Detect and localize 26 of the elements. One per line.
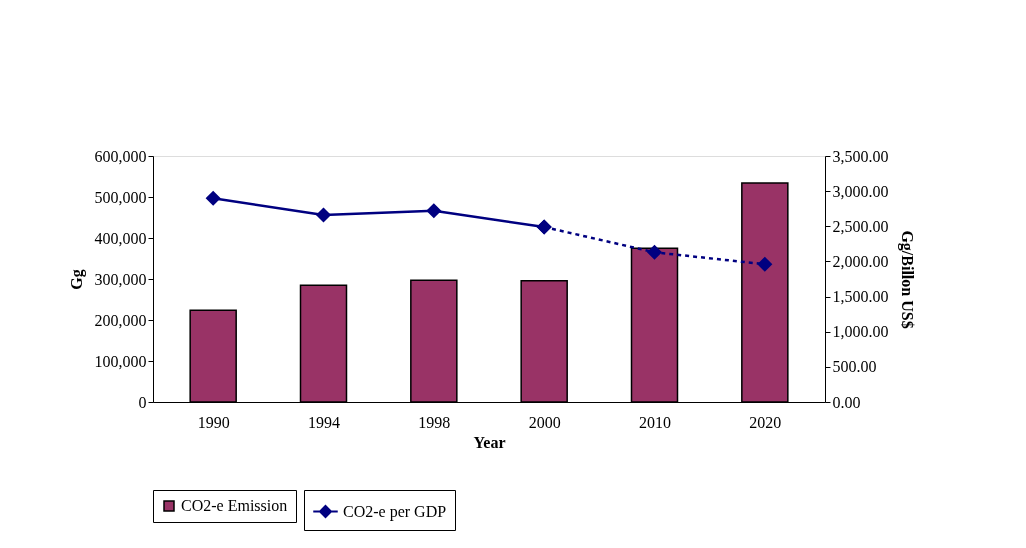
x-tick-label: 2010 xyxy=(639,413,671,431)
x-tick-label: 1998 xyxy=(418,413,451,431)
y2-tick-label: 0.00 xyxy=(832,393,861,411)
legend-label: CO2-e Emission xyxy=(181,497,288,514)
y2-tick-label: 500.00 xyxy=(832,358,877,376)
x-tick-label: 2000 xyxy=(528,413,561,431)
y2-axis-title: Gg/Billon US$ xyxy=(897,230,916,329)
y-tick-label: 200,000 xyxy=(94,311,147,329)
y-tick-label: 0 xyxy=(138,393,147,411)
x-tick-label: 1994 xyxy=(308,413,340,431)
y2-tick-label: 1,500.00 xyxy=(832,288,889,306)
y2-tick-label: 2,000.00 xyxy=(832,252,889,270)
y-tick-label: 600,000 xyxy=(94,147,147,165)
y2-tick-label: 1,000.00 xyxy=(832,323,889,341)
x-axis-title: Year xyxy=(473,433,506,451)
y-tick-label: 300,000 xyxy=(94,270,147,288)
x-tick-label: 2020 xyxy=(749,413,782,431)
y2-tick-label: 3,500.00 xyxy=(832,147,889,165)
legend-label: CO2-e per GDP xyxy=(343,502,447,521)
y-tick-label: 500,000 xyxy=(94,188,147,206)
y2-tick-label: 2,500.00 xyxy=(832,217,889,235)
x-tick-label: 1990 xyxy=(197,413,230,431)
y2-tick-label: 3,000.00 xyxy=(832,182,889,200)
y-tick-label: 400,000 xyxy=(94,229,147,247)
y-axis-title: Gg xyxy=(67,269,86,290)
y-tick-label: 100,000 xyxy=(94,352,147,370)
